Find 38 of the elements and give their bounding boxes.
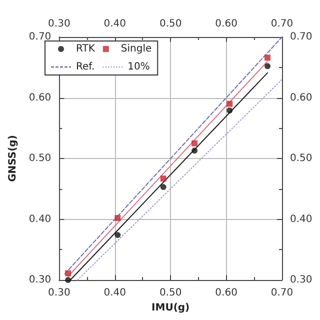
legend-label: 10% — [128, 62, 150, 72]
x-tick-label: 0.30 — [48, 288, 70, 298]
y-tick-label: 0.30 — [28, 274, 52, 286]
x-tick-label: 0.60 — [215, 288, 238, 298]
point — [114, 215, 121, 222]
point — [114, 232, 121, 238]
y-tick-label: 0.40 — [28, 214, 52, 225]
point — [192, 140, 198, 146]
point — [226, 100, 233, 107]
point — [192, 148, 198, 154]
point — [264, 54, 271, 61]
y2-tick-label: 0.70 — [290, 32, 312, 42]
x2-tick-label: 0.40 — [104, 18, 126, 30]
y2-tick-label: 0.50 — [290, 153, 312, 164]
y-tick-label: 0.70 — [28, 32, 52, 42]
y2-tick-label: 0.30 — [290, 274, 312, 286]
point — [160, 184, 166, 190]
x2-tick-label: 0.30 — [48, 18, 70, 30]
x-tick-label: 0.70 — [270, 288, 294, 298]
y2-tick-label: 0.40 — [290, 214, 312, 225]
x2-tick-label: 0.70 — [270, 18, 294, 30]
point — [226, 108, 233, 114]
point — [65, 277, 72, 283]
legend-label: RTK — [76, 44, 96, 54]
y-axis-title: GNSS(g) — [8, 135, 18, 182]
point — [264, 63, 271, 70]
point — [65, 270, 72, 276]
y-tick-label: 0.60 — [28, 92, 52, 104]
legend-label: Single — [120, 44, 152, 54]
x2-tick-label: 0.50 — [159, 18, 182, 30]
point — [160, 176, 166, 182]
x-tick-label: 0.40 — [104, 288, 126, 298]
y2-tick-label: 0.60 — [290, 92, 312, 104]
x-tick-label: 0.50 — [159, 288, 182, 298]
x-axis-title: IMU(g) — [152, 302, 190, 314]
x2-tick-label: 0.60 — [215, 18, 238, 30]
legend-label: Ref. — [76, 62, 95, 72]
y-tick-label: 0.50 — [28, 153, 52, 164]
